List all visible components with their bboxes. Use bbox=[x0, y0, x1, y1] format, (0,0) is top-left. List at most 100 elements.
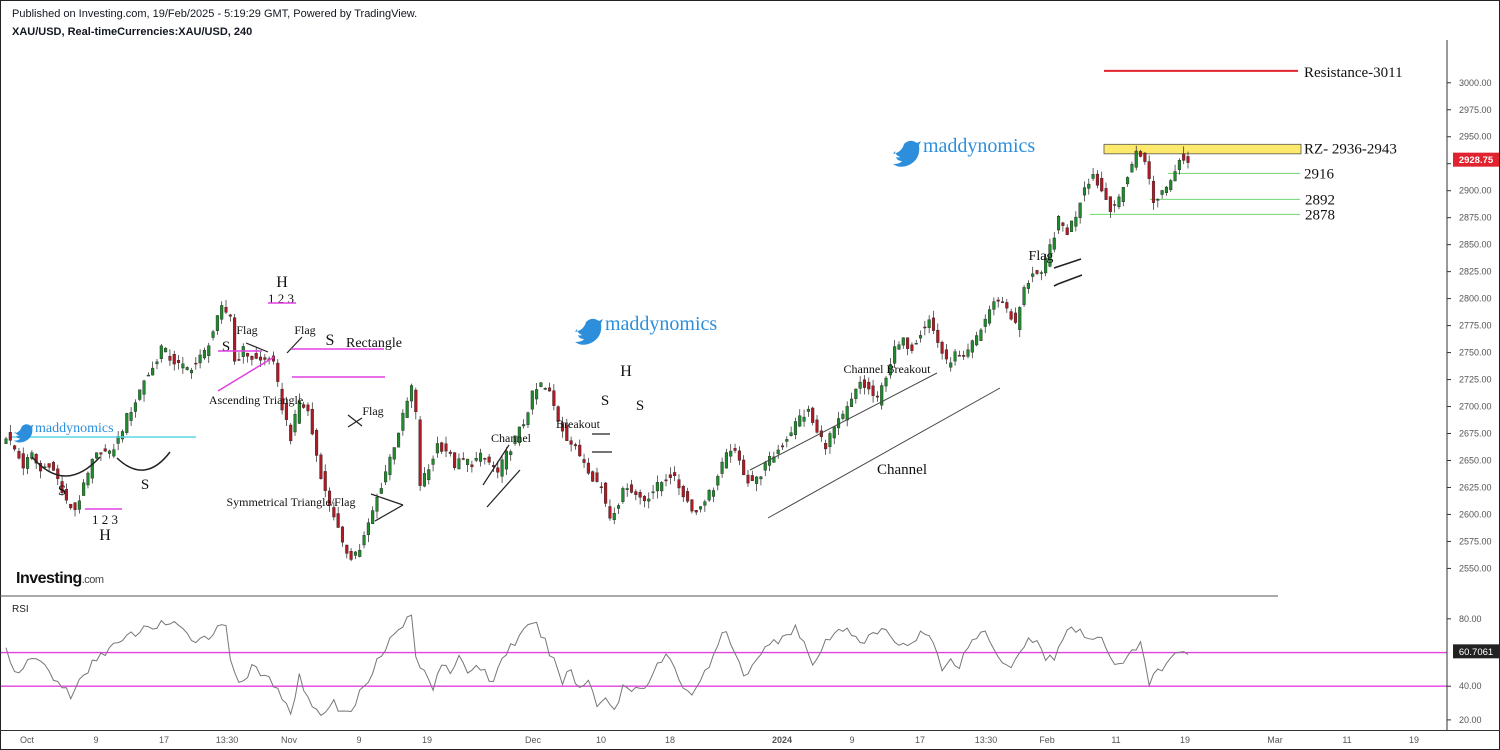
candle-body bbox=[353, 551, 357, 556]
pattern-label: H bbox=[99, 527, 111, 544]
candle-body bbox=[1134, 150, 1138, 168]
candle-body bbox=[224, 307, 228, 313]
candle-body bbox=[1173, 171, 1177, 182]
candle-body bbox=[328, 490, 332, 506]
candle-body bbox=[526, 412, 530, 425]
shoulder-arc bbox=[31, 456, 101, 477]
candle-body bbox=[910, 344, 914, 351]
candle-body bbox=[401, 412, 405, 431]
candle-body bbox=[750, 475, 754, 481]
time-tick-label: 18 bbox=[665, 735, 675, 745]
candle-body bbox=[120, 431, 125, 440]
candle-body bbox=[129, 412, 133, 421]
time-tick-label: 2024 bbox=[772, 735, 792, 745]
candle-body bbox=[207, 345, 211, 356]
candle-body bbox=[1139, 151, 1143, 157]
candle-body bbox=[185, 367, 189, 370]
candle-body bbox=[1000, 301, 1005, 303]
candle-body bbox=[776, 449, 780, 454]
pattern-label: H bbox=[276, 274, 288, 291]
pattern-label: Flag bbox=[1029, 249, 1054, 264]
pattern-label: S bbox=[141, 477, 149, 493]
candle-body bbox=[34, 454, 38, 464]
time-tick-label: Mar bbox=[1267, 735, 1283, 745]
candle-body bbox=[56, 468, 60, 480]
price-tick-label: 2850.00 bbox=[1459, 240, 1492, 250]
candle-body bbox=[64, 488, 68, 501]
candle-body bbox=[30, 452, 34, 459]
price-tick-label: 2900.00 bbox=[1459, 186, 1492, 196]
candle-body bbox=[1100, 177, 1104, 192]
candle-body bbox=[146, 374, 150, 377]
time-tick-label: 13:30 bbox=[216, 735, 239, 745]
candle-body bbox=[1177, 160, 1181, 170]
candle-body bbox=[798, 415, 802, 427]
price-tick-label: 2700.00 bbox=[1459, 402, 1492, 412]
candle-body bbox=[513, 435, 517, 444]
candle-body bbox=[487, 456, 491, 463]
candle-body bbox=[720, 461, 724, 474]
candle-body bbox=[535, 389, 539, 400]
pattern-label: Channel bbox=[491, 431, 532, 445]
candle-body bbox=[927, 319, 931, 328]
candle-body bbox=[923, 326, 927, 329]
candle-body bbox=[51, 462, 55, 471]
candle-body bbox=[966, 349, 970, 357]
candle-body bbox=[1143, 152, 1147, 162]
candle-body bbox=[392, 447, 396, 460]
candle-body bbox=[599, 486, 603, 488]
rsi-series-line bbox=[5, 614, 1189, 717]
candle-body bbox=[388, 456, 392, 475]
candle-body bbox=[979, 329, 983, 341]
candle-body bbox=[250, 355, 254, 360]
candle-body bbox=[181, 363, 185, 369]
candle-body bbox=[246, 353, 250, 357]
candle-body bbox=[815, 419, 819, 433]
candle-body bbox=[716, 476, 720, 486]
candle-body bbox=[375, 496, 379, 512]
candle-body bbox=[1052, 237, 1056, 250]
candle-body bbox=[785, 439, 789, 442]
candle-body bbox=[772, 456, 776, 463]
pattern-label: Ascending Triangle bbox=[209, 393, 303, 407]
candle-body bbox=[543, 388, 547, 390]
candle-body bbox=[47, 463, 51, 468]
candle-body bbox=[444, 443, 448, 452]
candle-body bbox=[914, 343, 918, 345]
candle-body bbox=[841, 413, 845, 419]
candle-body bbox=[686, 491, 690, 502]
candle-body bbox=[871, 385, 875, 396]
candle-body bbox=[293, 414, 297, 433]
candle-body bbox=[4, 438, 8, 444]
candle-body bbox=[323, 471, 327, 491]
flag-line bbox=[1053, 283, 1059, 287]
candle-body bbox=[556, 406, 560, 422]
candle-body bbox=[548, 387, 552, 392]
candle-body bbox=[470, 464, 474, 468]
candle-body bbox=[1009, 311, 1013, 320]
candle-body bbox=[90, 458, 94, 479]
candle-body bbox=[651, 491, 655, 494]
watermark: maddynomics bbox=[14, 421, 114, 443]
candle-body bbox=[233, 317, 237, 362]
candle-body bbox=[617, 505, 621, 509]
candle-body bbox=[435, 443, 439, 454]
candle-body bbox=[660, 482, 664, 492]
triangle-line bbox=[374, 504, 404, 522]
price-tick-label: 2650.00 bbox=[1459, 455, 1492, 465]
rsi-tick-label: 20.00 bbox=[1459, 715, 1482, 725]
candle-body bbox=[698, 506, 703, 510]
candle-body bbox=[690, 499, 694, 512]
candle-body bbox=[168, 355, 172, 361]
candle-body bbox=[345, 544, 349, 554]
candle-body bbox=[1018, 307, 1022, 330]
shoulder-arc bbox=[116, 451, 171, 471]
candle-body bbox=[621, 488, 625, 502]
candle-body bbox=[198, 354, 202, 364]
candle-body bbox=[453, 452, 457, 468]
pattern-label: Channel bbox=[877, 462, 927, 478]
candle-body bbox=[931, 317, 936, 331]
price-tick-label: 2950.00 bbox=[1459, 132, 1492, 142]
candle-body bbox=[211, 331, 215, 338]
